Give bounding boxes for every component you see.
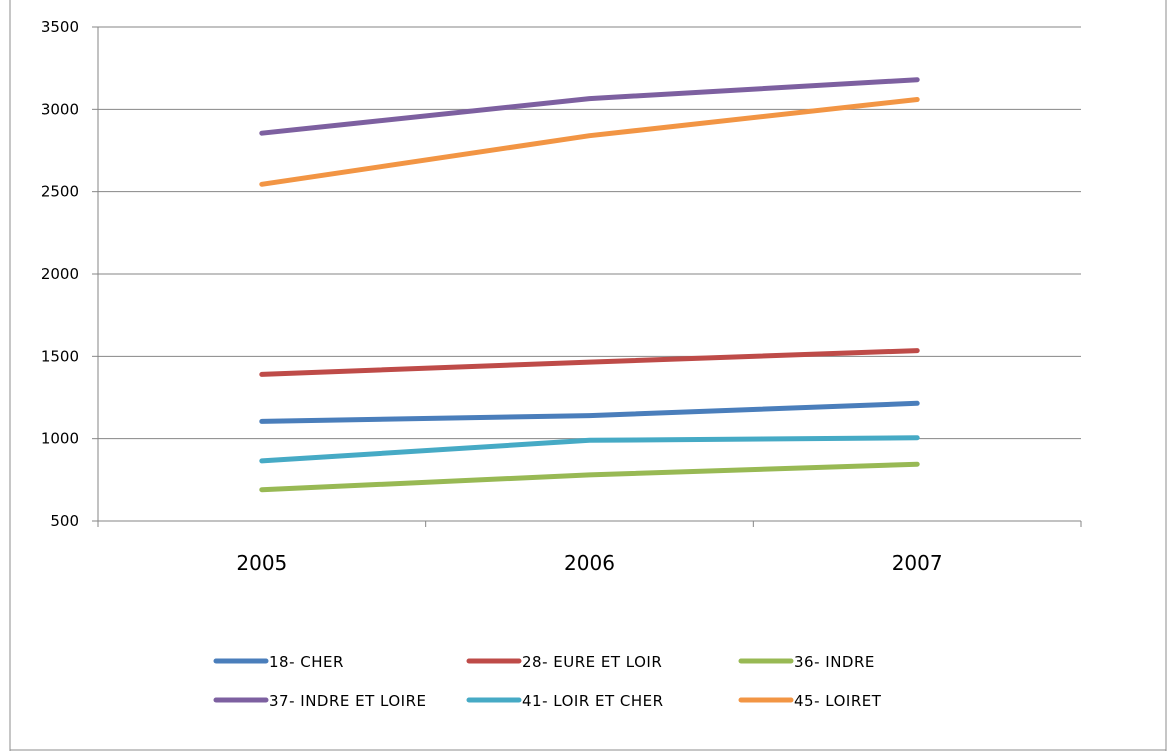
x-tick-labels: 2005 2006 2007	[236, 551, 942, 575]
y-tick-label: 3500	[41, 18, 79, 36]
legend-label: 37- INDRE ET LOIRE	[269, 692, 427, 710]
legend-label: 18- CHER	[269, 653, 344, 671]
y-tick-label: 1000	[41, 430, 79, 448]
y-tick-label: 500	[50, 512, 79, 530]
series-line	[259, 77, 920, 136]
series-line	[259, 97, 920, 187]
series-lines	[259, 77, 920, 493]
x-tick-label: 2007	[892, 551, 943, 575]
legend-label: 36- INDRE	[794, 653, 875, 671]
series-line	[259, 400, 920, 424]
legend: 18- CHER 28- EURE ET LOIR 36- INDRE 37- IND…	[213, 653, 882, 710]
y-tick-label: 1500	[41, 347, 79, 365]
y-tick-label: 2500	[41, 183, 79, 201]
x-tick-label: 2006	[564, 551, 615, 575]
series-line	[259, 461, 920, 493]
axes	[92, 26, 1082, 527]
y-tick-label: 2000	[41, 265, 79, 283]
series-line	[259, 435, 920, 464]
legend-label: 45- LOIRET	[794, 692, 882, 710]
y-tick-label: 3000	[41, 100, 79, 118]
series-line	[259, 348, 920, 377]
y-tick-labels: 500 1000 1500 2000 2500 3000 3500	[41, 18, 79, 530]
x-tick-label: 2005	[236, 551, 287, 575]
legend-label: 41- LOIR ET CHER	[522, 692, 664, 710]
legend-label: 28- EURE ET LOIR	[522, 653, 662, 671]
